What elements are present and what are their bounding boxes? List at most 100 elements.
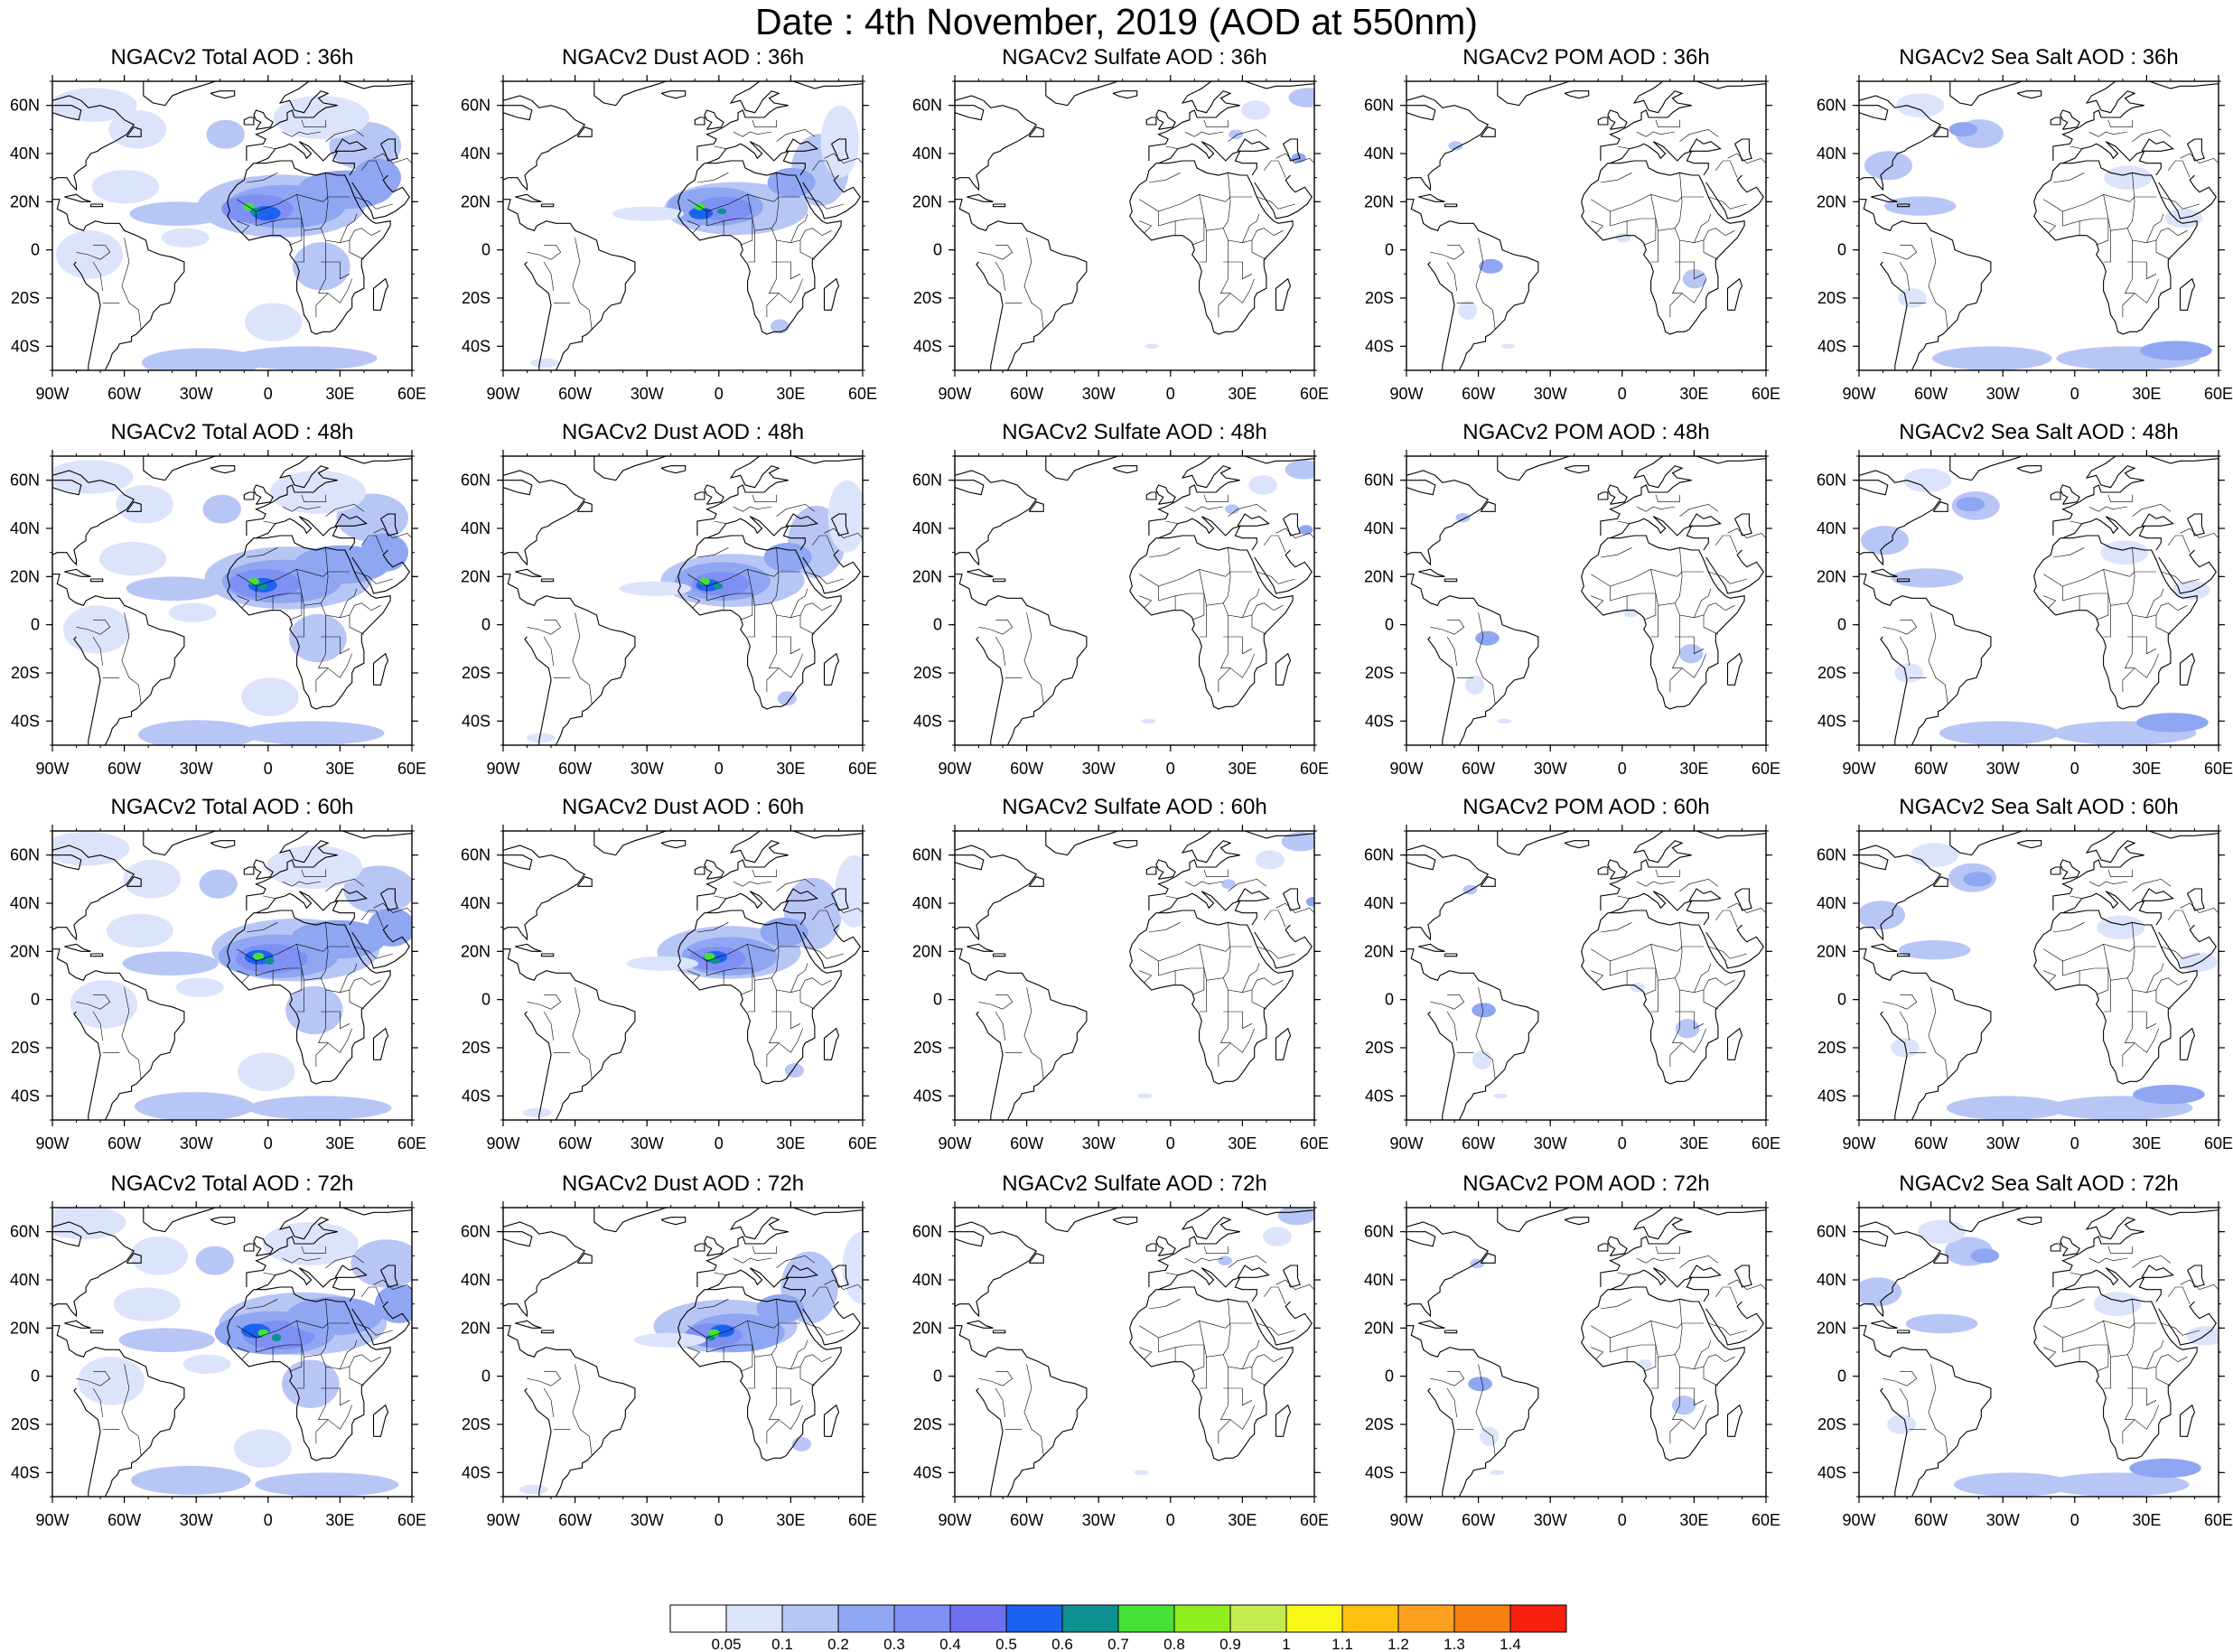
coastline-centralAmerica	[503, 948, 636, 1120]
country-border	[995, 1387, 1005, 1418]
aod-contour-blob	[1861, 526, 1909, 555]
country-border	[1223, 1011, 1253, 1030]
country-border	[1679, 878, 1719, 891]
country-border	[799, 228, 832, 241]
coastline-northAmerica	[52, 470, 135, 566]
coastline-hudson	[503, 480, 533, 496]
coastline-blackSea	[1688, 138, 1722, 152]
country-border	[1694, 614, 1719, 635]
coastline-africa	[1581, 910, 1745, 1085]
country-border	[2103, 1357, 2111, 1389]
lat-tick-label: 60N	[10, 471, 40, 490]
lat-tick-label: 20N	[10, 192, 40, 210]
country-border	[1475, 987, 1496, 1079]
country-border	[76, 1002, 101, 1010]
aod-contour-blob	[195, 1246, 234, 1275]
lat-tick-label: 40S	[462, 337, 491, 355]
lon-tick-label: 60E	[1752, 385, 1780, 403]
coastline-europe	[246, 831, 412, 910]
lon-tick-label: 90W	[35, 1134, 69, 1153]
lon-tick-label: 30E	[776, 1134, 805, 1153]
lon-tick-label: 60E	[1300, 1134, 1329, 1153]
lon-tick-label: 60E	[1752, 760, 1780, 778]
country-border	[2107, 494, 2133, 503]
country-border	[1225, 1322, 1252, 1329]
country-border	[282, 131, 322, 137]
lat-tick-label: 40N	[1364, 519, 1394, 537]
lon-tick-label: 60E	[848, 760, 877, 778]
country-border	[824, 1279, 863, 1291]
country-border	[752, 119, 777, 128]
panel-title: NGACv2 Sulfate AOD : 48h	[1002, 420, 1267, 444]
coastline-newfoundland	[1932, 1253, 1948, 1264]
lat-tick-label: 0	[31, 1367, 40, 1386]
country-border	[1675, 1011, 1705, 1030]
coastline-hispaniola	[89, 203, 104, 208]
coastline-madagascar	[1726, 1027, 1743, 1060]
coastline-britain	[1155, 484, 1176, 505]
aod-contour-blob	[1682, 269, 1707, 289]
coastline-cuba	[515, 568, 542, 577]
country-border	[527, 1002, 552, 1010]
coastline-newfoundland	[126, 1253, 142, 1264]
aod-contour-blob	[1497, 718, 1512, 723]
lon-tick-label: 60W	[1010, 1511, 1043, 1529]
country-border	[1591, 595, 1604, 609]
lat-tick-label: 40S	[462, 1087, 491, 1105]
country-border	[325, 128, 365, 142]
lat-tick-label: 40N	[10, 1271, 40, 1289]
country-border	[1275, 1279, 1314, 1291]
country-border	[340, 1339, 358, 1369]
aod-contour-blob	[168, 602, 217, 622]
coastline-mediterraneanNorth	[256, 891, 355, 926]
lat-tick-label: 0	[1837, 241, 1846, 259]
country-border	[121, 987, 142, 1079]
lon-tick-label: 0	[264, 760, 273, 778]
coastline-ireland	[1145, 866, 1157, 875]
map-panel-total-2: NGACv2 Total AOD : 48h 90W 60W 30W 0 30E 60E 60…	[0, 420, 457, 799]
lon-tick-label: 60W	[107, 1134, 141, 1153]
country-border	[1674, 173, 1683, 229]
country-border	[1883, 1378, 1908, 1386]
coastline-greenland	[143, 831, 216, 856]
lon-tick-label: 0	[2070, 760, 2079, 778]
country-border	[1727, 527, 1766, 539]
country-border	[1242, 614, 1267, 635]
coastline-centralAmerica	[1859, 1325, 1992, 1497]
country-border	[1148, 173, 1181, 183]
coastline-centralAmerica	[955, 1325, 1088, 1497]
country-border	[2132, 503, 2172, 517]
country-border	[771, 1387, 801, 1406]
country-border	[995, 245, 1014, 260]
colorbar-label: 0.8	[1163, 1636, 1185, 1649]
lat-tick-label: 20S	[462, 289, 491, 307]
country-border	[1899, 636, 1910, 667]
country-border	[1591, 193, 1677, 212]
lon-tick-label: 30E	[2132, 760, 2161, 778]
coastline-caspian	[1283, 1265, 1301, 1288]
country-border	[1475, 238, 1496, 330]
country-border	[2134, 1405, 2159, 1430]
country-border	[706, 1338, 752, 1353]
country-border	[543, 636, 554, 667]
lat-tick-label: 0	[933, 616, 942, 634]
country-border	[1650, 569, 1695, 618]
country-border	[1229, 653, 1255, 678]
coastline-southAmericaWest	[524, 1387, 552, 1497]
lat-tick-label: 20N	[1364, 192, 1394, 210]
country-border	[354, 571, 393, 584]
country-border	[282, 881, 322, 887]
country-border	[1655, 1246, 1680, 1255]
coastline-mediterraneanNorth	[256, 1267, 355, 1302]
country-border	[1899, 1011, 1910, 1041]
lat-tick-label: 20N	[1364, 1319, 1394, 1337]
aod-contour-blob	[1470, 1258, 1485, 1269]
lon-tick-label: 30E	[325, 1134, 354, 1153]
country-border	[1679, 1255, 1719, 1268]
coastline-madagascar	[372, 1404, 389, 1437]
country-border	[1251, 977, 1284, 991]
country-border	[1928, 987, 1948, 1079]
country-border	[1203, 1246, 1229, 1255]
colorbar-swatch	[893, 1604, 951, 1633]
coastline-iceland	[660, 465, 687, 474]
